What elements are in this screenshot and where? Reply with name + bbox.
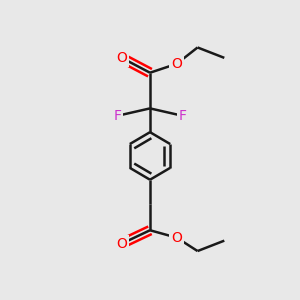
Text: O: O	[171, 231, 182, 245]
Text: O: O	[116, 51, 127, 65]
Text: O: O	[171, 57, 182, 71]
Text: F: F	[179, 109, 187, 123]
Text: O: O	[116, 237, 127, 250]
Text: F: F	[113, 109, 121, 123]
